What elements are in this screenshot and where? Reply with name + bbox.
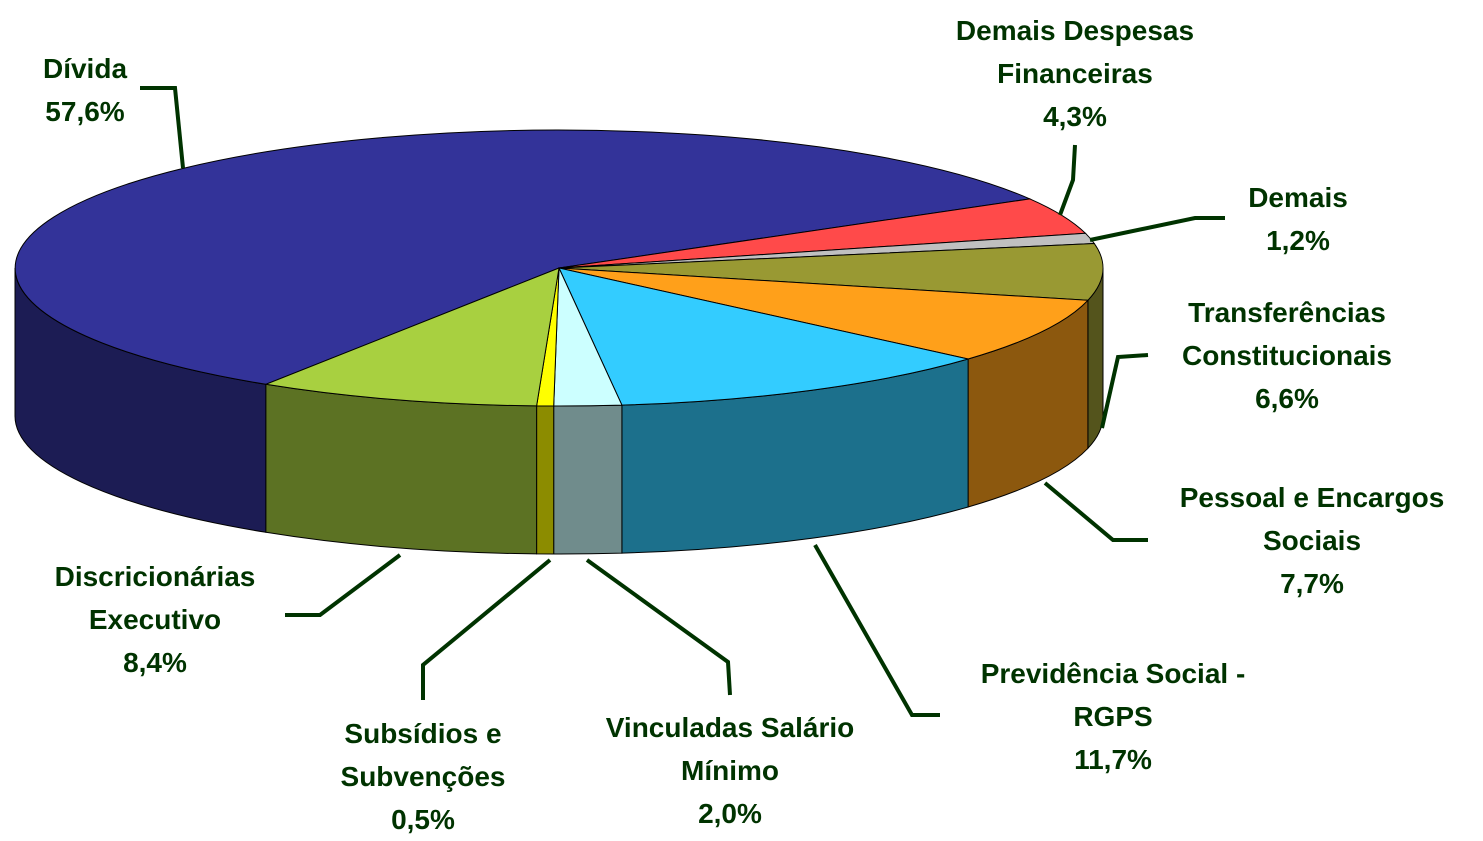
slice-label: Previdência Social - RGPS 11,7% <box>943 652 1283 781</box>
leader-lines <box>140 86 1225 717</box>
value-label: 1,2% <box>1266 225 1330 256</box>
category-name: Discricionárias Executivo <box>54 561 256 635</box>
value-label: 2,0% <box>698 798 762 829</box>
leader-line <box>1100 353 1149 429</box>
category-name: Dívida <box>42 53 128 84</box>
slice-label: Subsídios e Subvenções 0,5% <box>318 712 528 841</box>
value-label: 57,6% <box>45 96 125 127</box>
slice-side <box>536 405 555 555</box>
slice <box>14 129 1032 385</box>
slice-label: Transferências Constitucionais 6,6% <box>1152 291 1422 420</box>
slice-label: Discricionárias Executivo 8,4% <box>25 555 285 684</box>
leader-line <box>1058 144 1077 216</box>
slice-label: Demais 1,2% <box>1198 176 1398 262</box>
slice <box>558 242 1104 301</box>
leader-line <box>1089 216 1225 242</box>
slice <box>558 267 1090 360</box>
slice-label: Vinculadas Salário Mínimo 2,0% <box>570 706 890 835</box>
category-name: Demais Despesas Financeiras <box>955 15 1195 89</box>
category-name: Pessoal e Encargos Sociais <box>1179 482 1445 556</box>
leader-line <box>421 558 552 700</box>
category-name: Subsídios e Subvenções <box>340 718 506 792</box>
category-name: Vinculadas Salário Mínimo <box>605 712 855 786</box>
pie-sides <box>14 267 1104 555</box>
category-name: Previdência Social - RGPS <box>980 658 1246 732</box>
leader-line <box>813 544 940 717</box>
leader-line <box>585 558 732 696</box>
leader-line <box>140 86 185 169</box>
slice-label: Dívida 57,6% <box>15 47 155 133</box>
category-name: Demais <box>1248 182 1348 213</box>
value-label: 8,4% <box>123 647 187 678</box>
slice-side <box>553 404 623 555</box>
category-name: Transferências Constitucionais <box>1181 297 1392 371</box>
slice-side <box>265 383 538 555</box>
leader-line <box>1043 481 1148 542</box>
leader-line <box>285 553 402 617</box>
slice <box>264 267 560 407</box>
value-label: 4,3% <box>1043 101 1107 132</box>
value-label: 11,7% <box>1074 744 1152 775</box>
value-label: 6,6% <box>1255 383 1319 414</box>
value-label: 7,7% <box>1280 568 1344 599</box>
slice-label: Pessoal e Encargos Sociais 7,7% <box>1144 476 1480 605</box>
value-label: 0,5% <box>391 804 455 835</box>
slice-label: Demais Despesas Financeiras 4,3% <box>920 9 1230 138</box>
slice <box>558 267 969 406</box>
pie-tops <box>14 129 1104 407</box>
